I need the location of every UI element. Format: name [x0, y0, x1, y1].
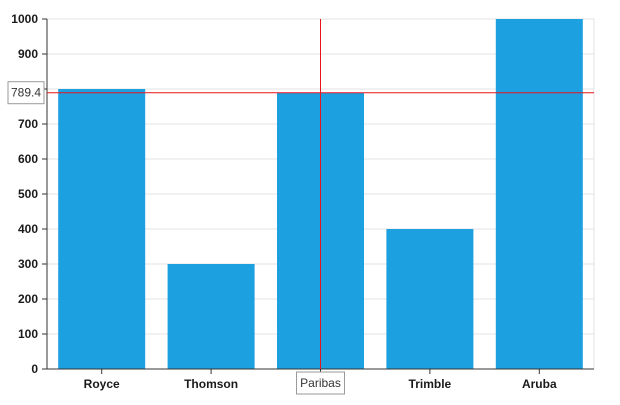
y-tick-label-0: 0 [31, 362, 38, 376]
bar-trimble[interactable] [386, 229, 474, 369]
bar-royce[interactable] [58, 89, 146, 369]
y-tick-label-700: 700 [18, 117, 38, 131]
x-tick-label-thomson: Thomson [184, 377, 238, 391]
crosshair-y-tooltip-label: 789.4 [11, 86, 41, 100]
bars [58, 19, 583, 369]
x-tick-label-aruba: Aruba [522, 377, 557, 391]
x-tick-label-royce: Royce [84, 377, 120, 391]
bar-thomson[interactable] [167, 264, 255, 369]
y-tick-label-900: 900 [18, 47, 38, 61]
y-tick-label-100: 100 [18, 327, 38, 341]
y-tick-label-400: 400 [18, 222, 38, 236]
crosshair-x-tooltip [296, 371, 345, 395]
x-tick-label-trimble: Trimble [409, 377, 452, 391]
y-tick-label-500: 500 [18, 187, 38, 201]
y-tick-label-300: 300 [18, 257, 38, 271]
crosshair: 789.4 Paribas [7, 19, 594, 395]
axes: 01002003004005006007008009001000RoyceTho… [11, 12, 594, 391]
crosshair-x-tooltip-label: Paribas [300, 376, 341, 390]
bar-aruba[interactable] [495, 19, 583, 369]
y-tick-label-600: 600 [18, 152, 38, 166]
y-tick-label-1000: 1000 [11, 12, 38, 26]
crosshair-y-tooltip [7, 81, 45, 105]
y-tick-label-200: 200 [18, 292, 38, 306]
